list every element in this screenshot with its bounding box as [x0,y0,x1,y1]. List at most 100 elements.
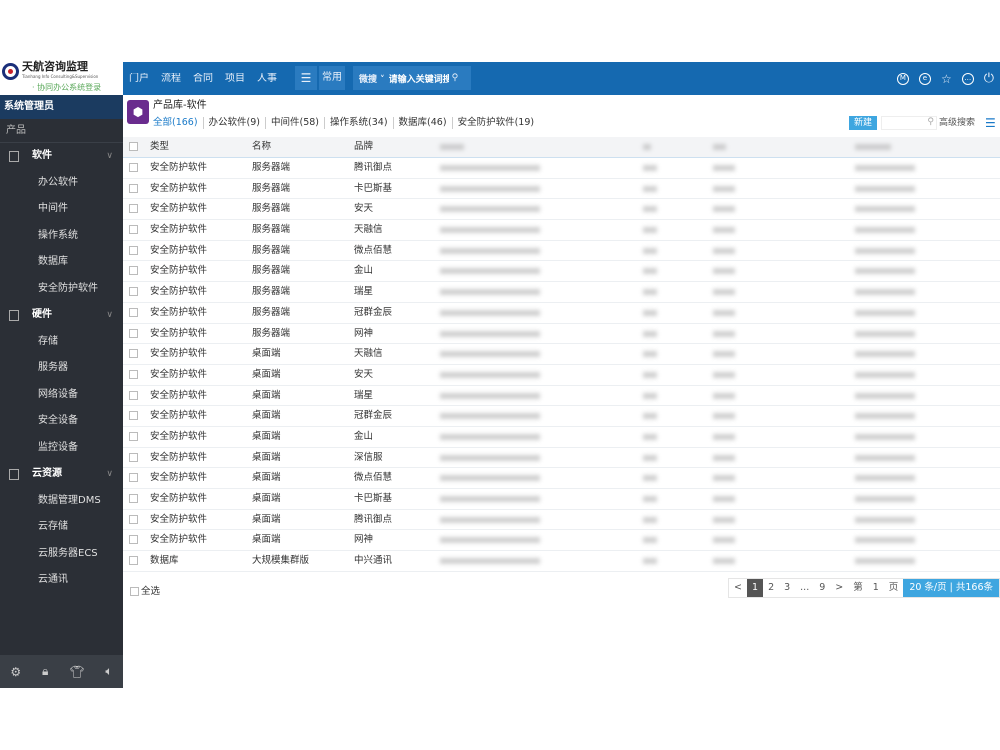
row-checkbox[interactable] [129,514,138,524]
star-icon[interactable]: ☆ [940,71,952,86]
goto-page-input[interactable]: 1 [872,582,879,593]
sidebar-item[interactable]: 云通讯 [38,574,68,585]
sidebar-item[interactable]: 操作系统 [38,229,78,241]
table-row[interactable]: 安全防护软件 服务器端 网神 [123,324,1000,345]
tab[interactable]: 全部(166) [153,117,198,128]
row-checkbox[interactable] [129,183,138,193]
table-row[interactable]: 安全防护软件 服务器端 瑞星 [123,282,1000,303]
row-checkbox[interactable] [129,225,138,235]
power-icon[interactable]: ⏻ [983,71,994,86]
row-checkbox[interactable] [129,452,138,462]
speaker-icon[interactable]: 🔈︎ [105,664,113,678]
chevron-down-icon[interactable]: ∨ [106,469,113,479]
table-search-input[interactable]: ⚲ [881,116,937,130]
tab[interactable]: 操作系统(34) [324,117,393,129]
table-row[interactable]: 安全防护软件 服务器端 安天 [123,199,1000,221]
chevron-down-icon[interactable]: ∨ [106,151,113,161]
row-checkbox[interactable] [129,556,138,566]
row-checkbox[interactable] [129,163,138,172]
table-row[interactable]: 安全防护软件 桌面端 卡巴斯基 [123,489,1000,510]
sidebar-item[interactable]: 安全设备 [38,415,78,426]
sidebar-item[interactable]: 数据库 [38,256,68,267]
table-row[interactable]: 安全防护软件 桌面端 天融信 [123,344,1000,365]
nav-item[interactable]: 人事 [257,72,277,84]
sidebar-item[interactable]: 数据管理DMS [38,494,101,506]
page-size-selector[interactable]: 20 条/页 | 共166条 [903,579,999,597]
row-checkbox[interactable] [129,535,138,545]
sidebar-section-product[interactable]: 产品 [0,119,123,143]
row-checkbox[interactable] [129,369,138,379]
prev-page-button[interactable]: < [734,582,743,593]
table-row[interactable]: 安全防护软件 服务器端 卡巴斯基 [123,179,1000,200]
page-button[interactable]: 3 [784,582,791,593]
sidebar-item[interactable]: 中间件 [38,203,68,214]
select-all[interactable]: 全选 [130,583,160,597]
table-row[interactable]: 安全防护软件 桌面端 安天 [123,365,1000,386]
nav-item[interactable]: 项目 [225,72,245,84]
advanced-search-button[interactable]: 高级搜索 [939,118,976,128]
sidebar-item[interactable]: 监控设备 [38,441,78,453]
table-row[interactable]: 安全防护软件 桌面端 腾讯御点 [123,510,1000,531]
header-checkbox[interactable] [129,142,138,151]
sidebar-item[interactable]: 云存储 [38,521,68,532]
page-button[interactable]: 2 [768,582,775,593]
chevron-down-icon[interactable]: ∨ [106,310,113,320]
nav-item[interactable]: 合同 [193,72,213,84]
row-checkbox[interactable] [129,245,138,255]
row-checkbox[interactable] [129,494,138,503]
sidebar-item[interactable]: 服务器 [38,362,68,373]
shirt-icon[interactable]: 👕︎ [69,664,85,679]
table-row[interactable]: 安全防护软件 桌面端 瑞星 [123,386,1000,407]
page-button[interactable]: ... [800,582,810,593]
next-page-button[interactable]: > [835,582,844,593]
settings-icon[interactable]: ⚙ [10,664,22,679]
sidebar-group[interactable]: 云资源 ∨ [0,461,123,488]
new-button[interactable]: 新建 [849,116,877,130]
page-button[interactable]: 1 [747,579,764,597]
current-user[interactable]: 系统管理员 [0,95,123,119]
nav-item[interactable]: 门户 [129,72,149,84]
table-row[interactable]: 安全防护软件 服务器端 金山 [123,261,1000,283]
weisou-dropdown[interactable]: 微搜 ˅ [359,74,385,85]
select-all-checkbox[interactable] [130,587,139,596]
sidebar-item[interactable]: 办公软件 [38,176,78,188]
nav-item[interactable]: 流程 [161,72,181,84]
menu-icon[interactable]: ☰ [295,66,317,90]
chat-icon[interactable]: … [961,72,974,85]
table-row[interactable]: 安全防护软件 服务器端 微点佰慧 [123,241,1000,262]
row-checkbox[interactable] [129,390,138,400]
row-checkbox[interactable] [129,307,138,317]
search-icon[interactable]: ⚲ [927,117,934,127]
sidebar-group[interactable]: 软件 ∨ [0,143,123,170]
row-checkbox[interactable] [129,266,138,276]
sidebar-item[interactable]: 网络设备 [38,388,78,400]
search-icon[interactable]: ⚲ [451,73,459,83]
row-checkbox[interactable] [129,287,138,297]
row-checkbox[interactable] [129,328,138,338]
table-row[interactable]: 安全防护软件 服务器端 冠群金辰 [123,303,1000,324]
page-button[interactable]: 9 [819,582,826,593]
m-circle-icon[interactable]: M [896,72,909,85]
sidebar-item[interactable]: 存储 [38,335,58,347]
table-row[interactable]: 安全防护软件 服务器端 天融信 [123,220,1000,241]
table-row[interactable]: 安全防护软件 桌面端 冠群金辰 [123,406,1000,427]
row-checkbox[interactable] [129,349,138,359]
common-button[interactable]: 常用 [319,66,345,90]
lock-icon[interactable]: 🔒︎ [42,664,49,678]
tab[interactable]: 安全防护软件(19) [451,117,540,129]
e-circle-icon[interactable]: e [918,72,931,85]
table-row[interactable]: 安全防护软件 桌面端 微点佰慧 [123,468,1000,489]
sidebar-item[interactable]: 安全防护软件 [38,282,98,294]
sidebar-group[interactable]: 硬件 ∨ [0,302,123,329]
search-input[interactable]: 请输入关键词搜索 [388,74,449,85]
table-row[interactable]: 数据库 大规模集群版 中兴通讯 [123,551,1000,572]
sidebar-item[interactable]: 云服务器ECS [38,547,98,559]
row-checkbox[interactable] [129,473,138,483]
search-box[interactable]: 微搜 ˅ 请输入关键词搜索 ⚲ [353,66,471,90]
table-row[interactable]: 安全防护软件 桌面端 深信服 [123,448,1000,469]
row-checkbox[interactable] [129,204,138,214]
table-row[interactable]: 安全防护软件 桌面端 网神 [123,530,1000,552]
row-checkbox[interactable] [129,431,138,441]
tab[interactable]: 中间件(58) [265,117,324,129]
list-view-icon[interactable]: ☰ [985,116,996,130]
